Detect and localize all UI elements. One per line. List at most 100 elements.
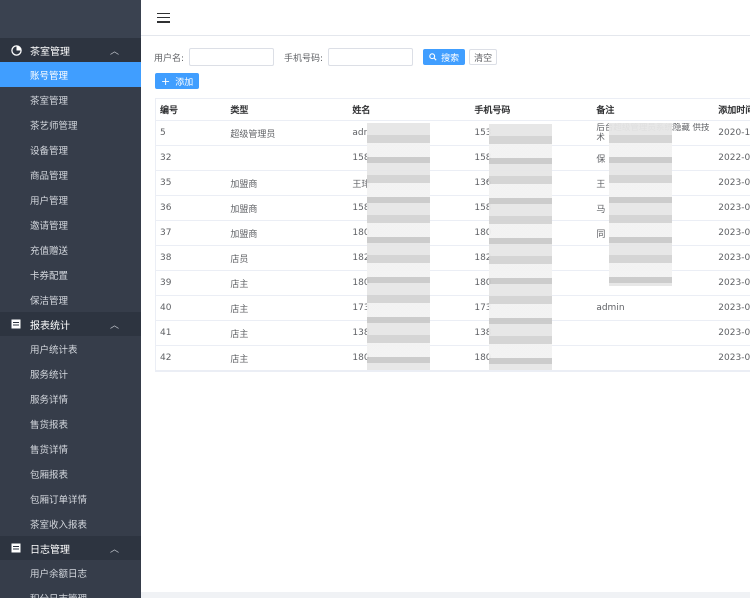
- cell-note: 保: [596, 154, 606, 165]
- menu-item-cleaning[interactable]: 保洁管理: [0, 287, 141, 312]
- cell-name: 173: [352, 303, 370, 313]
- col-header-type[interactable]: 类型: [230, 106, 249, 116]
- phone-input[interactable]: [328, 48, 414, 66]
- cell-id: 40: [160, 303, 172, 313]
- menu-item-account[interactable]: 账号管理: [0, 62, 141, 87]
- search-icon: [429, 53, 437, 61]
- table-row[interactable]: 37 加盟商 180 180 同 2023-0: [156, 221, 750, 246]
- cell-type: 加盟商: [230, 179, 258, 190]
- cell-id: 42: [160, 353, 172, 363]
- report-icon: [10, 318, 22, 330]
- menu-item-sales-detail[interactable]: 售货详情: [0, 436, 141, 461]
- cell-time: 2023-0: [718, 303, 750, 313]
- pie-icon: [10, 44, 22, 56]
- username-input[interactable]: [189, 48, 275, 66]
- cell-name: 138: [352, 328, 370, 338]
- cell-type: 店主: [230, 354, 249, 365]
- menu-group-label: 报表统计: [30, 320, 70, 332]
- chevron-up-icon: ︿: [109, 46, 119, 57]
- cell-id: 39: [160, 278, 172, 288]
- table-row[interactable]: 41 店主 138 138 2023-0: [156, 321, 750, 346]
- cell-time: 2023-0: [718, 228, 750, 238]
- menu-item-balance-log[interactable]: 用户余额日志: [0, 560, 141, 585]
- menu-item-user[interactable]: 用户管理: [0, 187, 141, 212]
- cell-name: adr: [352, 128, 368, 138]
- cell-name: 158: [352, 203, 370, 213]
- sidebar: 茶室管理 ︿ 账号管理 茶室管理 茶艺师管理 设备管理 商品管理 用户管理 邀请…: [0, 0, 141, 598]
- menu-item-goods[interactable]: 商品管理: [0, 162, 141, 187]
- cell-id: 32: [160, 153, 172, 163]
- menu-item-recharge[interactable]: 充值赠送: [0, 237, 141, 262]
- cell-type: 加盟商: [230, 204, 258, 215]
- clear-button[interactable]: 清空: [469, 49, 498, 65]
- menu-group-reports[interactable]: 报表统计 ︿: [0, 312, 141, 336]
- cell-time: 2020-1: [718, 128, 750, 138]
- menu-item-coupon[interactable]: 卡券配置: [0, 262, 141, 287]
- table-row[interactable]: 32 158 158 保 2022-0: [156, 146, 750, 171]
- cell-id: 37: [160, 228, 172, 238]
- col-header-time[interactable]: 添加时间: [718, 106, 750, 116]
- cell-phone: 180: [474, 228, 492, 238]
- main-content: 用户名: 手机号码: 搜索 清空 + 添加 编号 类型 姓名 手机号码 备注 添…: [141, 0, 750, 598]
- menu-item-service-stats[interactable]: 服务统计: [0, 361, 141, 386]
- table-row[interactable]: 36 加盟商 158 158 马 2023-0: [156, 196, 750, 221]
- cell-note: 同: [596, 229, 606, 240]
- cell-phone: 180: [474, 278, 492, 288]
- menu-group-logs[interactable]: 日志管理 ︿: [0, 536, 141, 560]
- redaction-blur: [489, 124, 552, 370]
- table-header: 编号 类型 姓名 手机号码 备注 添加时间: [156, 99, 750, 121]
- table-row[interactable]: 42 店主 180 180 2023-0: [156, 346, 750, 371]
- cell-phone: 136: [474, 178, 492, 188]
- search-button[interactable]: 搜索: [423, 49, 466, 65]
- cell-type: 超级管理员: [230, 129, 276, 140]
- menu-item-service-detail[interactable]: 服务详情: [0, 386, 141, 411]
- col-header-id[interactable]: 编号: [160, 106, 179, 116]
- account-table: 编号 类型 姓名 手机号码 备注 添加时间 5超级管理员adr153后台超级管理…: [155, 98, 750, 372]
- menu-toggle-icon[interactable]: [157, 12, 170, 23]
- menu-item-user-stats[interactable]: 用户统计表: [0, 336, 141, 361]
- menu-item-tea-artist[interactable]: 茶艺师管理: [0, 112, 141, 137]
- menu-item-sales-report[interactable]: 售货报表: [0, 411, 141, 436]
- cell-note: 马: [596, 204, 606, 215]
- col-header-phone[interactable]: 手机号码: [474, 106, 511, 116]
- cell-type: 店主: [230, 329, 249, 340]
- menu-group-label: 茶室管理: [30, 46, 70, 58]
- menu-item-room-orders[interactable]: 包厢订单详情: [0, 486, 141, 511]
- chevron-up-icon: ︿: [109, 320, 119, 331]
- cell-time: 2022-0: [718, 153, 750, 163]
- cell-phone: 158: [474, 153, 492, 163]
- menu-item-tearoom[interactable]: 茶室管理: [0, 87, 141, 112]
- table-row[interactable]: 35 加盟商 王琲 136 王 2023-0: [156, 171, 750, 196]
- add-button[interactable]: + 添加: [155, 73, 200, 89]
- menu-item-device[interactable]: 设备管理: [0, 137, 141, 162]
- table-row[interactable]: 39 店主 180 180 2023-0: [156, 271, 750, 296]
- menu-item-income-report[interactable]: 茶室收入报表: [0, 511, 141, 536]
- cell-note: 王: [596, 179, 606, 190]
- cell-phone: 153: [474, 128, 492, 138]
- chevron-up-icon: ︿: [109, 544, 119, 555]
- col-header-name[interactable]: 姓名: [352, 106, 371, 116]
- table-row[interactable]: 38 店员 182 182 2023-0: [156, 246, 750, 271]
- cell-time: 2023-0: [718, 203, 750, 213]
- col-header-note[interactable]: 备注: [596, 106, 615, 116]
- phone-label: 手机号码:: [284, 53, 324, 64]
- table-row[interactable]: 40 店主 173 173 admin 2023-0: [156, 296, 750, 321]
- cell-note: admin: [596, 303, 625, 313]
- cell-type: 店员: [230, 254, 249, 265]
- cell-time: 2023-0: [718, 278, 750, 288]
- menu-group-tearoom[interactable]: 茶室管理 ︿: [0, 38, 141, 62]
- cell-name: 182: [352, 253, 370, 263]
- menu-item-points-log[interactable]: 积分日志管理: [0, 585, 141, 598]
- filter-bar: 用户名: 手机号码: 搜索 清空: [154, 48, 498, 66]
- cell-time: 2023-0: [718, 353, 750, 363]
- cell-phone: 173: [474, 303, 492, 313]
- redaction-blur: [367, 123, 430, 370]
- cell-type: 加盟商: [230, 229, 258, 240]
- cell-phone: 182: [474, 253, 492, 263]
- cell-time: 2023-0: [718, 178, 750, 188]
- cell-name: 158: [352, 153, 370, 163]
- cell-name: 180: [352, 278, 370, 288]
- menu-item-invite[interactable]: 邀请管理: [0, 212, 141, 237]
- cell-id: 38: [160, 253, 172, 263]
- menu-item-room-report[interactable]: 包厢报表: [0, 461, 141, 486]
